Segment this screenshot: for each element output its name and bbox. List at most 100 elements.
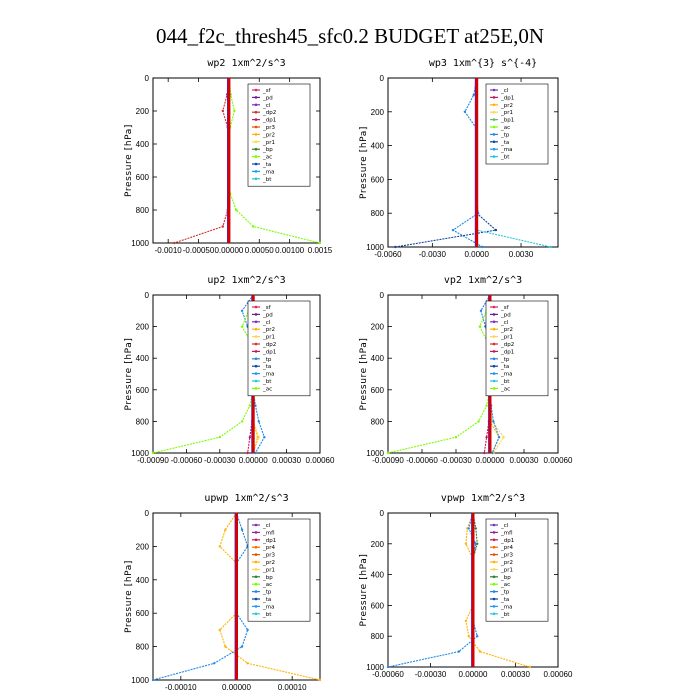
legend-marker [492, 118, 496, 121]
legend-marker [254, 597, 258, 601]
y-tick-label: 1000 [131, 239, 149, 248]
series-point-dp1 [246, 451, 249, 455]
legend-label: _pr2 [500, 560, 513, 566]
x-tick-label: 0.0030 [509, 250, 534, 259]
legend-marker [254, 568, 258, 571]
legend-label: _mfl [500, 530, 513, 536]
legend-label: _dp1 [262, 349, 276, 355]
legend-label: _ma [262, 604, 274, 610]
legend-label: _ta [500, 140, 509, 146]
legend-label: _bt [262, 177, 272, 183]
x-tick-label: 0.00010 [278, 683, 307, 692]
legend-label: _ma [500, 147, 512, 153]
legend-label: _pr1 [500, 110, 513, 116]
panel-title: wp2 1xm^2/s^3 [207, 58, 285, 69]
x-tick-label: -0.00060 [171, 456, 203, 465]
series-line-dp2 [174, 77, 230, 244]
legend-marker [254, 575, 258, 579]
legend-marker [254, 582, 258, 586]
legend-label: _pr1 [262, 140, 275, 146]
legend-label: _sf [262, 88, 272, 94]
x-tick-label: -0.0010 [155, 246, 183, 255]
y-tick-label: 0 [145, 74, 150, 83]
y-axis-label: Pressure [hPa] [124, 338, 134, 411]
legend-label: _ta [262, 364, 271, 370]
y-tick-label: 600 [371, 175, 385, 184]
x-tick-label: 0.00100 [275, 246, 304, 255]
series-point-tp [240, 645, 244, 648]
series-point-ta [494, 228, 498, 232]
series-point-ac [386, 451, 390, 455]
legend-label: _bt [262, 612, 272, 618]
series-line-ac [387, 294, 491, 454]
legend-label: _pd [500, 312, 511, 318]
legend-marker [254, 320, 258, 324]
legend-marker [254, 553, 258, 556]
x-tick-label: -0.00060 [372, 670, 404, 679]
x-tick-label: 0.00030 [510, 456, 539, 465]
series-point-pr2 [464, 542, 468, 545]
y-tick-label: 0 [380, 509, 385, 518]
series-point-ac [318, 241, 322, 245]
x-tick-label: -0.00090 [372, 456, 404, 465]
y-tick-label: 1000 [366, 663, 384, 672]
legend-marker [254, 545, 258, 549]
legend-marker [492, 531, 496, 534]
panel-2: wp3 1xm^{3} s^{-4} Pressure [hPa] 0 200 400 6… [359, 58, 559, 259]
series-point-tp [492, 420, 495, 423]
legend-label: _ac [262, 386, 272, 392]
panel-6: vpwp 1xm^2/s^3 Pressure [hPa] 0 200 400 600 80… [359, 493, 573, 679]
legend-label: _ac [500, 125, 510, 131]
x-tick-label: -0.0030 [419, 250, 447, 259]
legend-marker [492, 155, 496, 158]
legend-marker [254, 612, 258, 616]
y-tick-label: 800 [371, 632, 385, 641]
series-point-ac [252, 225, 255, 228]
panel-4: vp2 1xm^2/s^3 Pressure [hPa] 0 200 400 600 800… [359, 275, 573, 465]
legend-label: _dp2 [262, 110, 276, 116]
series-line-tp [387, 512, 478, 668]
legend-marker [492, 357, 496, 361]
legend-label: _ac [500, 582, 510, 588]
plot-frame [152, 294, 321, 454]
legend-label: _pr3 [500, 553, 514, 559]
series-point-tp [240, 309, 244, 312]
series-point-ac [485, 404, 488, 407]
series-point-ac [233, 109, 236, 113]
series-point-tp [213, 662, 216, 665]
series-point-tp [491, 451, 494, 455]
series-point-tp [472, 93, 475, 97]
legend: _sf_pd _cl_pr2 _pr1_dp2_dp1 _tp_ta _ma_bt_ac [247, 300, 311, 397]
legend-marker [254, 147, 258, 151]
legend-marker [492, 379, 496, 383]
series-point-pr2 [224, 528, 227, 531]
legend-marker [254, 357, 258, 361]
x-tick-label: 0.00050 [245, 246, 274, 255]
panel-3: up2 1xm^2/s^3 Pressure [hPa] 0 200 400 600 800… [124, 275, 335, 465]
series-point-ac [248, 404, 252, 407]
legend-label: _dp1 [500, 95, 514, 101]
legend-label: _pr1 [262, 567, 275, 573]
y-tick-label: 200 [136, 542, 150, 551]
legend-marker [492, 103, 496, 107]
legend-label: _ma [262, 169, 274, 175]
legend: _cl_mfl_dp1_pr4_pr3_pr2_pr1_bp_ac_tp_ta_… [247, 518, 311, 622]
series-point-pr2 [246, 662, 249, 665]
legend-box [247, 300, 311, 397]
legend-marker [254, 88, 258, 92]
legend-marker [492, 545, 496, 549]
legend-marker [254, 605, 258, 608]
legend-marker [492, 523, 496, 527]
series-point-ac [234, 208, 238, 212]
series-line-ac [152, 294, 254, 454]
legend-marker [492, 575, 496, 579]
legend-label: _pr4 [500, 545, 514, 551]
legend-label: _pd [262, 312, 273, 318]
legend-label: _dp1 [262, 118, 276, 124]
legend-label: _tp [500, 132, 510, 138]
series-point-tp [474, 542, 478, 545]
legend-marker [492, 590, 496, 593]
legend-label: _dp1 [262, 538, 276, 544]
series-point-ta [394, 245, 397, 249]
legend-marker [254, 523, 258, 527]
